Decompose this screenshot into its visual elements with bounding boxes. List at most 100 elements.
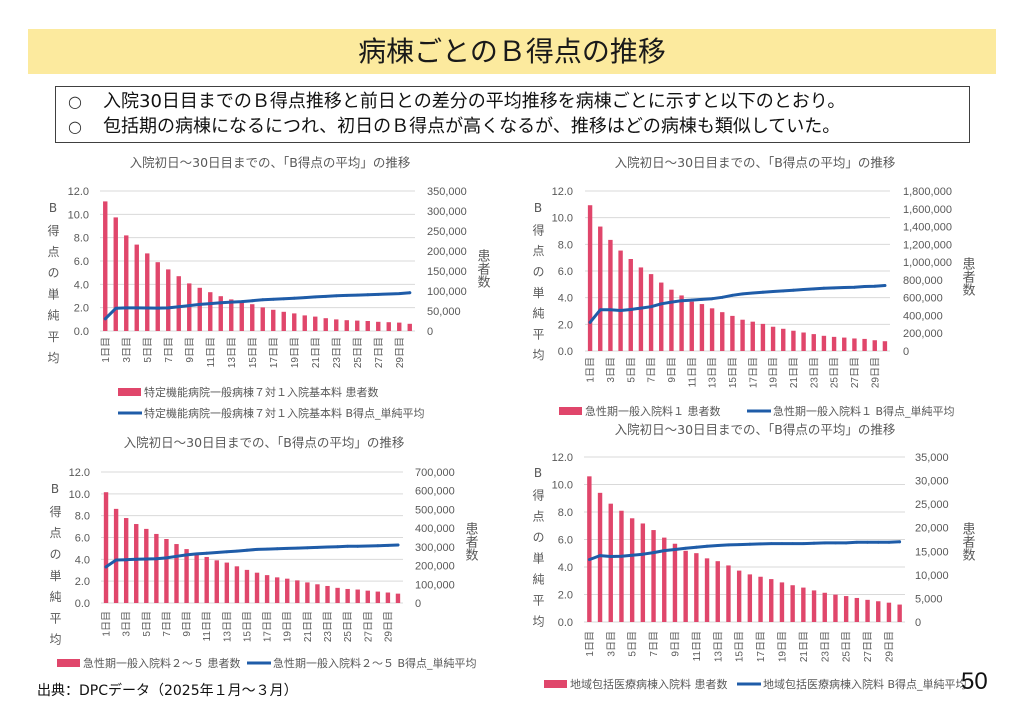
bar	[250, 304, 255, 331]
line-series	[103, 291, 412, 321]
y2-tick-label: 25,000	[915, 499, 949, 511]
bar	[224, 562, 230, 603]
legend-item: 急性期一般入院料２～５ B得点_単純平均	[247, 656, 477, 670]
line-series	[588, 284, 887, 324]
summary-text: 入院30日目までのＢ得点推移と前日との差分の平均推移を病棟ごとに示すと以下のとお…	[103, 91, 846, 112]
x-tick-label: 19日目	[290, 337, 301, 368]
chart-title: 入院初日～30日目までの、「B得点の平均」の推移	[124, 435, 405, 450]
y2-tick-label: 35,000	[915, 452, 949, 464]
bar	[313, 316, 318, 331]
y2-tick-label: 350,000	[427, 186, 467, 198]
x-tick-label: 11日目	[202, 611, 213, 641]
line-point	[250, 299, 254, 303]
summary-box: ○ 入院30日目までのＢ得点推移と前日との差分の平均推移を病棟ごとに示すと以下の…	[55, 86, 970, 143]
y2-tick-label: 10,000	[915, 570, 949, 582]
legend-item: 急性期一般入院料１ 患者数	[559, 404, 721, 418]
bar	[386, 322, 391, 331]
bar	[285, 578, 290, 603]
line-point	[245, 548, 249, 552]
line-path	[103, 291, 412, 321]
bar	[134, 524, 139, 603]
y2-tick-label: 400,000	[415, 523, 455, 535]
y2-tick-label: 0	[427, 326, 433, 338]
line-point	[124, 558, 128, 562]
line-point	[748, 542, 752, 546]
bar	[323, 318, 328, 331]
line-point	[781, 289, 785, 293]
legend-label: 急性期一般入院料１ B得点_単純平均	[773, 404, 955, 418]
bar	[790, 585, 795, 622]
bar	[791, 330, 796, 351]
bar	[876, 601, 881, 622]
bar	[218, 296, 223, 331]
x-tick-label: 23日目	[820, 631, 831, 662]
x-tick-label: 3日目	[122, 337, 133, 363]
line-point	[114, 558, 118, 562]
line-point	[759, 542, 762, 546]
bar	[709, 308, 715, 351]
bar	[669, 289, 674, 351]
line-point	[306, 546, 309, 550]
bar	[843, 596, 849, 622]
bar	[640, 523, 646, 622]
line-point	[355, 293, 359, 297]
y-tick-label: 6.0	[74, 256, 89, 268]
bar	[689, 301, 694, 351]
line-point	[316, 546, 319, 549]
line-point	[834, 541, 837, 545]
bar-series	[587, 205, 888, 351]
bar	[166, 269, 171, 331]
bar	[302, 315, 307, 331]
bar	[618, 250, 623, 351]
line-point	[695, 545, 698, 549]
line-point	[641, 552, 645, 556]
y2-tick-label: 150,000	[427, 266, 467, 278]
line-point	[396, 543, 400, 547]
bar	[103, 201, 108, 331]
x-tick-label: 3日目	[122, 611, 133, 637]
x-tick-label: 15日目	[243, 611, 254, 642]
y-tick-label: 10.0	[69, 489, 90, 501]
line-point	[324, 295, 328, 298]
y2-tick-label: 600,000	[415, 486, 455, 498]
bar	[335, 587, 340, 603]
x-tick-label: 29日目	[395, 337, 406, 368]
line-point	[185, 553, 189, 557]
line-point	[265, 547, 269, 551]
line-point	[898, 540, 901, 544]
y-tick-label: 0.0	[558, 346, 573, 358]
y-tick-label: 10.0	[68, 209, 89, 221]
bar	[334, 319, 339, 331]
legend-item: 特定機能病院一般病棟７対１入院基本料 B得点_単純平均	[118, 406, 425, 420]
bar	[164, 539, 169, 603]
y2-tick-label: 1,600,000	[903, 204, 952, 216]
bar	[770, 326, 776, 351]
bar	[811, 590, 817, 622]
y2-tick-label: 300,000	[415, 542, 455, 554]
legend-label: 特定機能病院一般病棟７対１入院基本料 患者数	[144, 385, 379, 399]
x-tick-label: 23日目	[323, 611, 334, 642]
bar	[750, 321, 755, 351]
bar	[730, 315, 735, 351]
x-tick-label: 27日目	[863, 631, 874, 662]
chart-2: 入院初日～30日目までの、「B得点の平均」の推移 0.0 2.0 4.0 6.0 8.0 1…	[552, 155, 955, 418]
line-point	[205, 551, 209, 555]
line-point	[812, 541, 816, 545]
bar	[760, 323, 766, 351]
bar	[174, 544, 179, 603]
y2-tick-label: 250,000	[427, 226, 467, 238]
bar	[662, 537, 667, 622]
x-tick-label: 21日目	[799, 631, 810, 662]
line-point	[155, 557, 158, 561]
y-tick-label: 6.0	[558, 535, 573, 547]
line-point	[219, 301, 223, 305]
bar	[872, 340, 877, 351]
x-tick-label: 5日目	[143, 337, 154, 363]
line-point	[737, 543, 741, 546]
x-tick-label: 3日目	[606, 357, 617, 383]
legend-item: 急性期一般入院料１ B得点_単純平均	[747, 404, 955, 418]
x-tick-label: 25日目	[830, 357, 841, 388]
x-tick-label: 9日目	[185, 337, 196, 363]
line-point	[780, 542, 784, 545]
